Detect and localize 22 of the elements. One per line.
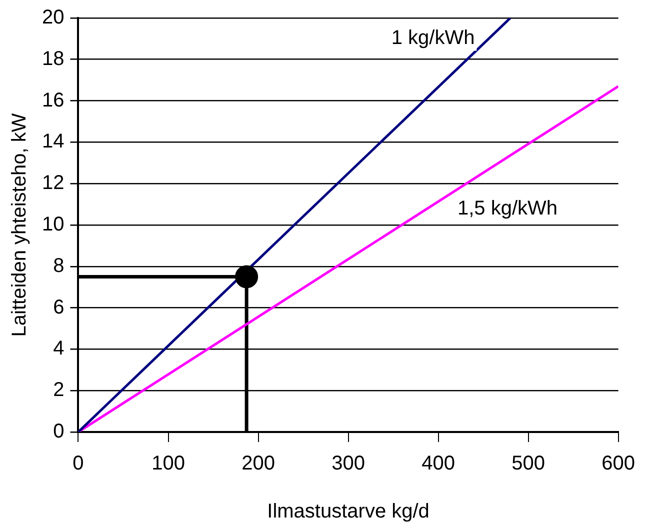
series-label: 1 kg/kWh — [391, 27, 475, 50]
x-tick-label: 100 — [152, 452, 185, 475]
y-tick-label: 8 — [53, 254, 64, 277]
y-axis-title: Laitteiden yhteisteho, kW — [8, 113, 31, 337]
series-label: 1,5 kg/kWh — [457, 197, 558, 220]
y-tick-label: 10 — [42, 214, 64, 236]
y-tick-label: 12 — [42, 172, 64, 194]
x-tick-label: 500 — [512, 452, 545, 475]
y-tick-label: 14 — [42, 130, 64, 153]
x-tick-label: 400 — [422, 452, 455, 475]
x-tick-label: 200 — [242, 452, 275, 475]
x-tick-label: 0 — [72, 452, 84, 475]
x-tick-label: 300 — [332, 452, 365, 475]
y-tick-label: 16 — [42, 89, 64, 112]
y-tick-label: 2 — [53, 379, 64, 402]
x-tick-label: 600 — [602, 452, 636, 475]
y-tick-label: 18 — [42, 48, 64, 70]
y-tick-label: 4 — [53, 338, 64, 360]
y-tick-label: 0 — [53, 420, 64, 443]
x-axis-title: Ilmastustarve kg/d — [267, 500, 430, 523]
y-tick-label: 6 — [53, 296, 64, 318]
y-tick-label: 20 — [42, 6, 64, 29]
